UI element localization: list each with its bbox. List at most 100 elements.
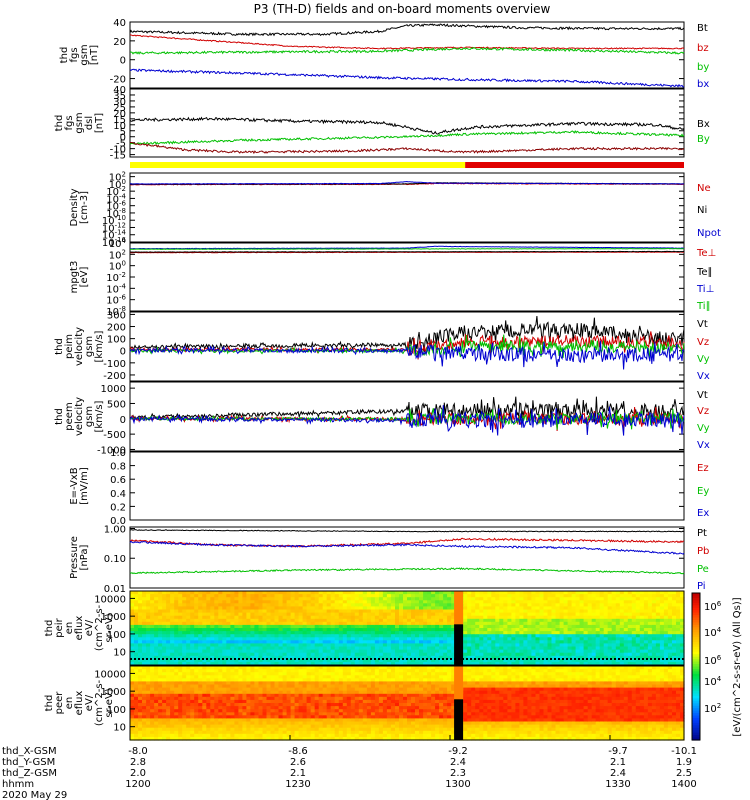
y-tick-label: 200 — [107, 323, 126, 334]
spectrogram-cell — [395, 637, 400, 641]
y-axis-label: dsl — [84, 116, 95, 130]
spectrogram-cell — [338, 703, 344, 707]
spectrogram-cell — [651, 594, 657, 598]
spectrogram-cell — [334, 646, 340, 651]
spectrogram-cell — [551, 618, 557, 623]
spectrogram-cell — [587, 640, 593, 644]
spectrogram-cell — [310, 609, 316, 614]
y-axis-label: [nT] — [94, 113, 105, 133]
spectrogram-cell — [222, 727, 227, 732]
spectrogram-cell — [182, 634, 187, 638]
spectrogram-cell — [338, 684, 344, 689]
spectrogram-cell — [350, 687, 356, 692]
spectrogram-cell — [202, 643, 207, 648]
spectrogram-cell — [138, 712, 143, 716]
spectrogram-cell — [190, 661, 195, 666]
spectrogram-cell — [194, 669, 199, 673]
spectrogram-cell — [431, 612, 436, 617]
spectrogram-cell — [362, 631, 368, 635]
spectrogram-cell — [676, 655, 681, 660]
spectrogram-cell — [523, 621, 528, 626]
spectrogram-cell — [643, 612, 649, 617]
spectrogram-cell — [326, 615, 332, 620]
spectrogram-cell — [483, 634, 488, 638]
spectrogram-cell — [318, 696, 324, 701]
spectrogram-cell — [583, 637, 589, 641]
spectrogram-cell — [655, 606, 661, 611]
spectrogram-cell — [206, 736, 211, 741]
spectrogram-cell — [290, 597, 296, 601]
spectrogram-cell — [250, 703, 255, 707]
spectrogram-cell — [270, 643, 276, 648]
spectrogram-cell — [218, 687, 223, 692]
spectrogram-cell — [463, 661, 468, 666]
spectrogram-cell — [210, 681, 215, 686]
spectrogram-cell — [663, 606, 669, 611]
spectrogram-cell — [399, 646, 404, 651]
spectrogram-cell — [170, 612, 175, 617]
spectrogram-cell — [294, 631, 300, 635]
spectrogram-cell — [274, 609, 280, 614]
spectrogram-cell — [350, 669, 356, 673]
spectrogram-cell — [206, 658, 211, 663]
spectrogram-cell — [571, 621, 577, 626]
spectrogram-cell — [214, 594, 219, 598]
spectrogram-cell — [531, 618, 536, 623]
spectrogram-cell — [471, 655, 476, 660]
spectrogram-cell — [238, 733, 243, 738]
spectrogram-cell — [298, 661, 304, 666]
y-tick-label: 1000 — [101, 612, 126, 623]
spectrogram-cell — [587, 615, 593, 620]
spectrogram-cell — [286, 637, 292, 641]
spectrogram-cell — [655, 615, 661, 620]
spectrogram-cell — [274, 661, 280, 666]
spectrogram-cell — [639, 621, 645, 626]
spectrogram-cell — [627, 634, 633, 638]
spectrogram-cell — [555, 618, 561, 623]
spectrogram-cell — [615, 634, 621, 638]
spectrogram-cell — [186, 736, 191, 741]
spectrogram-cell — [258, 600, 264, 604]
spectrogram-cell — [298, 736, 304, 741]
spectrogram-cell — [238, 637, 243, 641]
spectrogram-cell — [134, 606, 139, 611]
spectrogram-cell — [366, 615, 372, 620]
spectrogram-cell — [170, 696, 175, 701]
spectrogram-cell — [318, 709, 324, 713]
spectrogram-cell — [655, 640, 661, 644]
spectrogram-cell — [571, 661, 577, 666]
spectrogram-cell — [350, 640, 356, 644]
spectrogram-cell — [378, 618, 384, 623]
spectrogram-cell — [411, 609, 416, 614]
spectrogram-cell — [226, 618, 231, 623]
plot-frame — [129, 172, 685, 243]
legend-vt: Vt — [697, 390, 708, 401]
spectrogram-cell — [294, 681, 300, 686]
spectrogram-cell — [206, 696, 211, 701]
spectrogram-cell — [178, 618, 183, 623]
series-bx-line — [129, 116, 685, 135]
spectrogram-cell — [286, 594, 292, 598]
spectrogram-cell — [218, 727, 223, 732]
spectrogram-cell — [378, 637, 384, 641]
spectrogram-cell — [386, 628, 392, 632]
spectrogram-cell — [350, 603, 356, 607]
spectrogram-cell — [254, 669, 259, 673]
spectrogram-cell — [423, 658, 428, 663]
spectrogram-cell — [571, 652, 577, 657]
spectrogram-cell — [427, 591, 432, 595]
spectrogram-cell — [531, 624, 536, 629]
spectrogram-cell — [254, 696, 259, 701]
spectrogram-cell — [672, 631, 677, 635]
spectrogram-cell — [431, 631, 436, 635]
spectrogram-cell — [242, 712, 247, 716]
spectrogram-cell — [495, 615, 500, 620]
spectrogram-cell — [603, 631, 609, 635]
spectrogram-cell — [318, 699, 324, 704]
spectrogram-cell — [314, 637, 320, 641]
spectrogram-cell — [643, 661, 649, 666]
spectrogram-cell — [250, 733, 255, 738]
spectrogram-cell — [242, 666, 247, 670]
spectrogram-cell — [330, 618, 336, 623]
spectrogram-cell — [390, 621, 396, 626]
